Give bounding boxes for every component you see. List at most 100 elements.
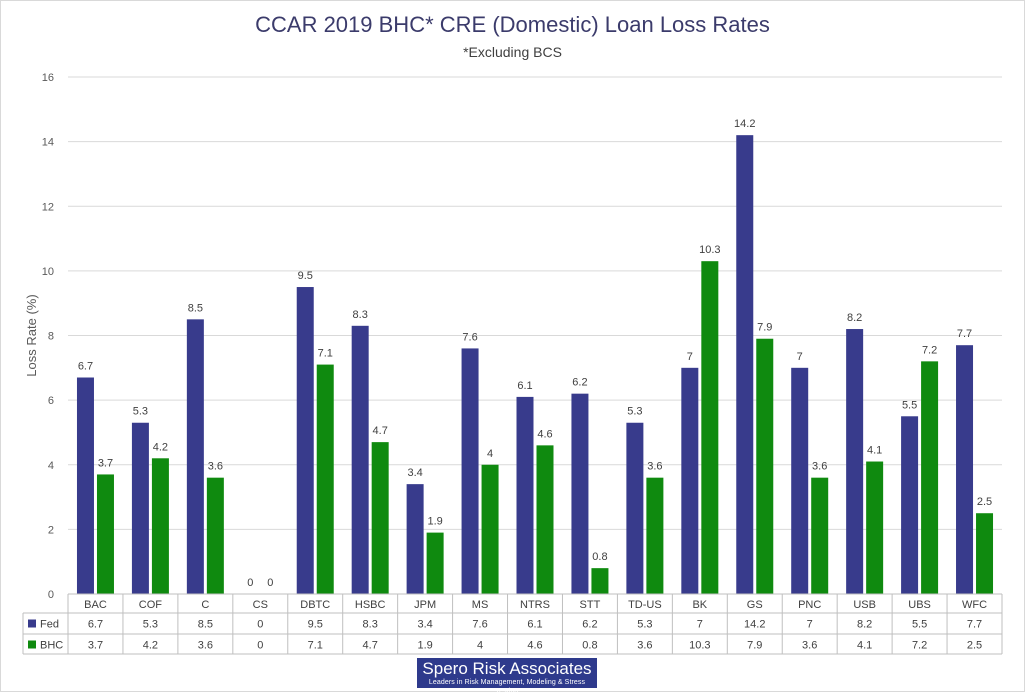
x-tick-label: HSBC bbox=[355, 599, 386, 611]
y-tick-label: 16 bbox=[42, 72, 54, 84]
bar-bhc-bac bbox=[96, 474, 114, 594]
y-tick-label: 10 bbox=[42, 266, 54, 278]
bar-bhc-ntrs bbox=[536, 445, 554, 594]
data-label: 0.8 bbox=[592, 551, 607, 563]
bar-fed-dbtc bbox=[296, 287, 314, 594]
y-tick-label: 4 bbox=[48, 460, 54, 472]
bar-bhc-td-us bbox=[646, 477, 664, 594]
data-label: 4.6 bbox=[537, 428, 552, 440]
bar-fed-td-us bbox=[626, 422, 644, 594]
legend-swatch-fed bbox=[28, 619, 36, 628]
bar-bhc-jpm bbox=[426, 532, 444, 594]
table-cell: 3.4 bbox=[417, 619, 432, 631]
legend-label-bhc: BHC bbox=[40, 640, 63, 652]
legend-swatch-bhc bbox=[28, 640, 36, 649]
bar-fed-ubs bbox=[901, 416, 919, 594]
bar-fed-jpm bbox=[406, 484, 424, 594]
table-cell: 0 bbox=[257, 640, 263, 652]
x-tick-label: NTRS bbox=[520, 599, 550, 611]
data-label: 4 bbox=[487, 448, 493, 460]
data-label: 3.6 bbox=[647, 461, 662, 473]
table-cell: 4.1 bbox=[857, 640, 872, 652]
bar-bhc-ms bbox=[481, 464, 499, 594]
bar-fed-usb bbox=[846, 329, 864, 594]
data-label: 3.6 bbox=[208, 461, 223, 473]
bar-bhc-hsbc bbox=[371, 442, 389, 594]
bar-bhc-ubs bbox=[921, 361, 939, 594]
bar-fed-bac bbox=[76, 377, 94, 594]
data-label: 7.7 bbox=[957, 328, 972, 340]
data-label: 2.5 bbox=[977, 496, 992, 508]
data-label: 5.3 bbox=[133, 406, 148, 418]
table-cell: 6.1 bbox=[527, 619, 542, 631]
data-label: 14.2 bbox=[734, 118, 755, 130]
bar-fed-bk bbox=[681, 367, 699, 594]
bar-bhc-dbtc bbox=[316, 364, 334, 594]
bar-fed-gs bbox=[736, 135, 754, 594]
table-cell: 3.6 bbox=[637, 640, 652, 652]
data-label: 4.7 bbox=[373, 425, 388, 437]
table-cell: 4.2 bbox=[143, 640, 158, 652]
x-tick-label: UBS bbox=[908, 599, 931, 611]
table-cell: 5.5 bbox=[912, 619, 927, 631]
y-tick-label: 14 bbox=[42, 137, 54, 149]
table-cell: 0 bbox=[257, 619, 263, 631]
x-tick-label: JPM bbox=[414, 599, 436, 611]
x-tick-label: MS bbox=[472, 599, 489, 611]
y-tick-label: 6 bbox=[48, 395, 54, 407]
table-cell: 6.2 bbox=[582, 619, 597, 631]
y-tick-label: 0 bbox=[48, 589, 54, 601]
bar-fed-cof bbox=[131, 422, 149, 594]
table-cell: 9.5 bbox=[308, 619, 323, 631]
data-label: 0 bbox=[247, 577, 253, 589]
logo-name: Spero Risk Associates bbox=[422, 659, 592, 678]
bar-bhc-usb bbox=[866, 461, 884, 594]
data-label: 5.3 bbox=[627, 406, 642, 418]
table-cell: 7.9 bbox=[747, 640, 762, 652]
table-cell: 0.8 bbox=[582, 640, 597, 652]
table-cell: 7 bbox=[697, 619, 703, 631]
data-label: 3.6 bbox=[812, 461, 827, 473]
table-cell: 8.5 bbox=[198, 619, 213, 631]
table-cell: 7 bbox=[807, 619, 813, 631]
data-label: 6.2 bbox=[572, 377, 587, 389]
table-cell: 1.9 bbox=[417, 640, 432, 652]
x-tick-label: BAC bbox=[84, 599, 107, 611]
data-label: 4.2 bbox=[153, 441, 168, 453]
chart-subtitle: *Excluding BCS bbox=[463, 44, 562, 60]
data-label: 9.5 bbox=[298, 270, 313, 282]
data-label: 7 bbox=[797, 351, 803, 363]
data-label: 7.6 bbox=[462, 331, 477, 343]
table-cell: 3.6 bbox=[198, 640, 213, 652]
data-label: 7.9 bbox=[757, 322, 772, 334]
data-label: 4.1 bbox=[867, 445, 882, 457]
x-tick-label: GS bbox=[747, 599, 763, 611]
y-tick-label: 2 bbox=[48, 524, 54, 536]
x-tick-label: TD-US bbox=[628, 599, 662, 611]
table-cell: 6.7 bbox=[88, 619, 103, 631]
bar-bhc-pnc bbox=[811, 477, 829, 594]
table-cell: 4.6 bbox=[527, 640, 542, 652]
x-tick-label: STT bbox=[580, 599, 601, 611]
data-label: 6.7 bbox=[78, 361, 93, 373]
table-cell: 8.3 bbox=[363, 619, 378, 631]
bar-fed-hsbc bbox=[351, 325, 369, 594]
table-cell: 2.5 bbox=[967, 640, 982, 652]
table-cell: 5.3 bbox=[637, 619, 652, 631]
table-cell: 4.7 bbox=[363, 640, 378, 652]
data-label: 1.9 bbox=[427, 516, 442, 528]
data-label: 7.1 bbox=[318, 348, 333, 360]
data-label: 8.3 bbox=[353, 309, 368, 321]
bar-bhc-c bbox=[206, 477, 224, 594]
bar-fed-c bbox=[186, 319, 204, 594]
bar-bhc-stt bbox=[591, 568, 609, 594]
bar-fed-ntrs bbox=[516, 396, 534, 594]
y-axis-label: Loss Rate (%) bbox=[24, 294, 39, 376]
bar-bhc-wfc bbox=[976, 513, 994, 594]
data-label: 6.1 bbox=[517, 380, 532, 392]
y-tick-label: 12 bbox=[42, 201, 54, 213]
data-label: 8.5 bbox=[188, 302, 203, 314]
company-logo: Spero Risk Associates Leaders in Risk Ma… bbox=[417, 658, 597, 695]
x-tick-label: USB bbox=[853, 599, 876, 611]
